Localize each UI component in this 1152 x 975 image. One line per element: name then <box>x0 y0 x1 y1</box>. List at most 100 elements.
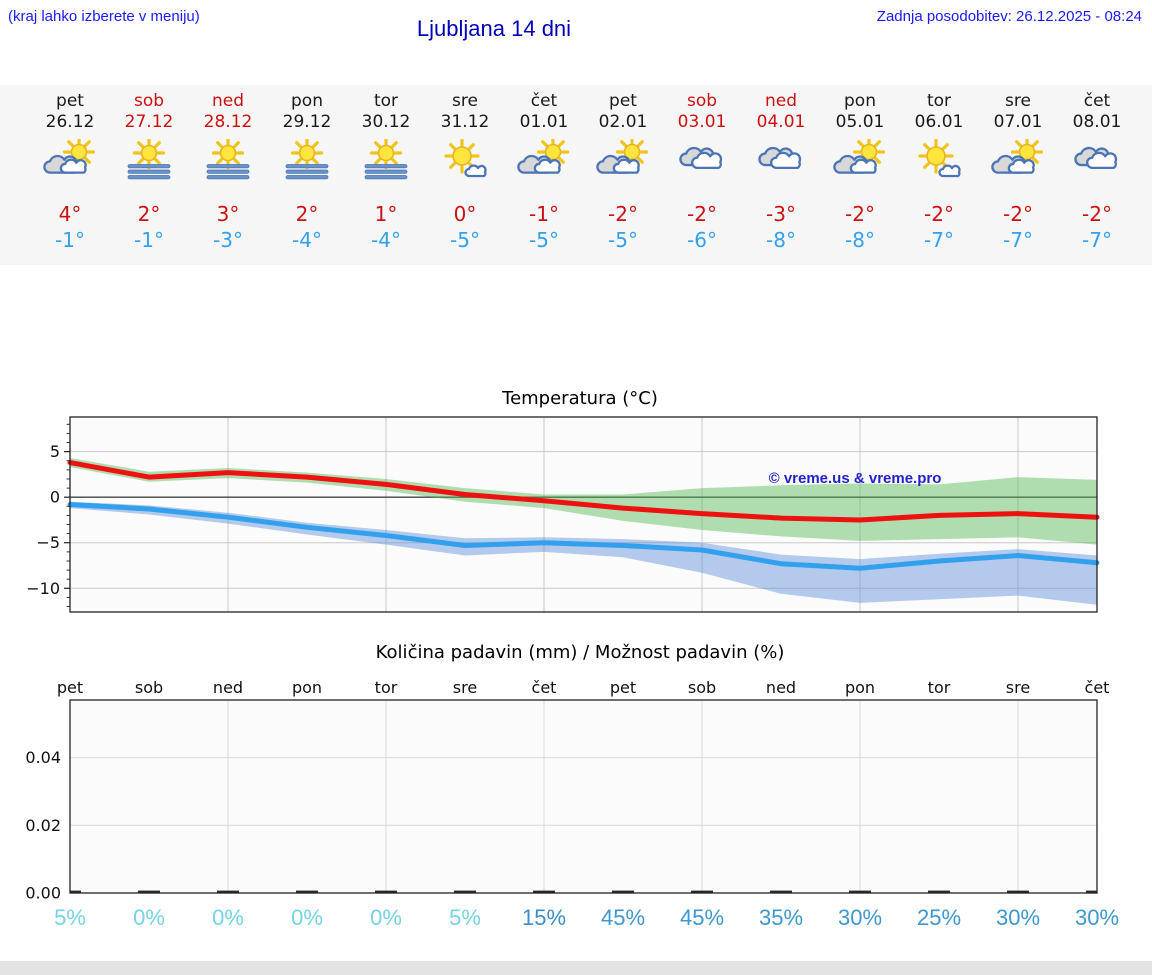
temp-y-tick-label: −5 <box>36 533 60 552</box>
precip-day-label: pon <box>845 678 875 697</box>
precip-probability-label: 30% <box>1075 905 1119 930</box>
fog-icon <box>127 136 171 180</box>
fog-icon <box>206 136 250 180</box>
precipitation-bar <box>928 890 950 893</box>
high-temperature: 3° <box>216 202 240 226</box>
low-temperature: -7° <box>924 228 954 252</box>
forecast-day-column: pet 26.12 4° -1° <box>31 91 110 252</box>
forecast-day-column: sre 07.01 -2° -7° <box>979 91 1058 252</box>
day-name: sre <box>452 91 478 111</box>
temp-y-tick-label: 0 <box>50 488 60 507</box>
high-temperature: -2° <box>608 202 638 226</box>
partly-cloudy-icon <box>596 135 649 174</box>
precip-day-label: čet <box>532 678 557 697</box>
day-name: čet <box>530 91 558 111</box>
precipitation-bar <box>1086 890 1097 893</box>
forecast-day-column: sre 31.12 0° -5° <box>426 91 505 252</box>
day-date: 03.01 <box>677 112 727 132</box>
day-date: 01.01 <box>519 112 569 132</box>
mostly-sunny-icon <box>444 138 487 178</box>
day-name: ned <box>764 91 798 111</box>
low-temperature: -7° <box>1082 228 1112 252</box>
partly-cloudy-icon <box>833 135 886 174</box>
high-temperature: -2° <box>1082 202 1112 226</box>
high-temperature: -2° <box>1003 202 1033 226</box>
day-date: 27.12 <box>124 112 174 132</box>
watermark-link[interactable]: © vreme.us & vreme.pro <box>769 470 942 487</box>
precipitation-bar <box>691 890 713 893</box>
high-temperature: -2° <box>924 202 954 226</box>
precip-day-label: pet <box>610 678 636 697</box>
low-temperature: -5° <box>529 228 559 252</box>
weather-icon-wrap <box>1068 139 1126 189</box>
day-name: tor <box>926 91 952 111</box>
forecast-day-column: pet 02.01 -2° -5° <box>584 91 663 252</box>
cloudy-icon <box>1074 146 1118 169</box>
high-temperature-line <box>67 460 1100 523</box>
temperature-chart: 5 0 −5 −10 © vreme.us & vreme.pro <box>26 416 1100 613</box>
precipitation-bar <box>770 890 792 893</box>
day-date: 04.01 <box>756 112 806 132</box>
high-temperature: -1° <box>529 202 559 226</box>
precip-probability-label: 5% <box>54 905 86 930</box>
weather-icon-wrap <box>120 136 178 189</box>
page-title: Ljubljana 14 dni <box>416 16 572 41</box>
precipitation-bar <box>454 890 476 893</box>
precip-y-tick-label: 0.04 <box>25 748 61 767</box>
high-temperature: -2° <box>687 202 717 226</box>
precip-probability-label: 5% <box>449 905 481 930</box>
weather-icon-wrap <box>41 135 99 189</box>
precip-day-label: sre <box>453 678 477 697</box>
forecast-day-column: čet 01.01 -1° -5° <box>505 91 584 252</box>
partly-cloudy-icon <box>43 135 96 174</box>
day-name: pon <box>291 91 323 111</box>
day-date: 02.01 <box>598 112 648 132</box>
day-date: 08.01 <box>1072 112 1122 132</box>
precipitation-bar <box>296 890 318 893</box>
day-date: 26.12 <box>45 112 95 132</box>
day-name: pon <box>844 91 876 111</box>
low-temperature: -6° <box>687 228 717 252</box>
partly-cloudy-icon <box>991 135 1044 174</box>
menu-hint: (kraj lahko izberete v meniju) <box>8 8 200 25</box>
low-temperature-line <box>67 502 1100 571</box>
weather-icon-wrap <box>831 135 889 189</box>
temp-y-tick-label: −10 <box>26 579 60 598</box>
weather-icon-wrap <box>673 139 731 189</box>
horizontal-scrollbar[interactable] <box>0 961 1152 975</box>
precipitation-chart-title: Količina padavin (mm) / Možnost padavin … <box>375 642 785 663</box>
day-name: pet <box>609 91 637 111</box>
precip-day-label: sre <box>1006 678 1030 697</box>
forecast-strip: pet 26.12 4° -1° sob 27.12 2° -1° ned 28.12 3° -3° p… <box>0 85 1152 265</box>
weather-icon-wrap <box>278 136 336 189</box>
day-date: 29.12 <box>282 112 332 132</box>
high-temperature: 2° <box>137 202 161 226</box>
weather-icon-wrap <box>436 138 494 189</box>
weather-icon-wrap <box>752 139 810 189</box>
precip-day-label: ned <box>213 678 243 697</box>
precipitation-bar <box>217 890 239 893</box>
fog-icon <box>364 136 408 180</box>
mostly-sunny-icon <box>918 138 961 178</box>
precip-probability-label: 0% <box>212 905 244 930</box>
forecast-day-column: čet 08.01 -2° -7° <box>1058 91 1137 252</box>
day-name: tor <box>373 91 399 111</box>
low-temperature: -8° <box>845 228 875 252</box>
day-name: pet <box>56 91 84 111</box>
forecast-day-column: tor 30.12 1° -4° <box>347 91 426 252</box>
day-name: čet <box>1083 91 1111 111</box>
precipitation-bar <box>375 890 397 893</box>
day-name: sob <box>686 91 718 111</box>
day-name: ned <box>211 91 245 111</box>
precip-probability-label: 0% <box>133 905 165 930</box>
partly-cloudy-icon <box>517 135 570 174</box>
precip-y-tick-label: 0.00 <box>25 884 61 903</box>
low-temperature: -4° <box>371 228 401 252</box>
precip-day-label: čet <box>1085 678 1110 697</box>
precipitation-chart: pet sob ned pon tor sre čet pet sob ned pon tor sre č… <box>25 678 1119 930</box>
precip-day-label: sob <box>688 678 716 697</box>
forecast-day-column: tor 06.01 -2° -7° <box>900 91 979 252</box>
high-temperature: 1° <box>374 202 398 226</box>
weather-icon-wrap <box>199 136 257 189</box>
temp-y-tick-label: 5 <box>50 442 60 461</box>
